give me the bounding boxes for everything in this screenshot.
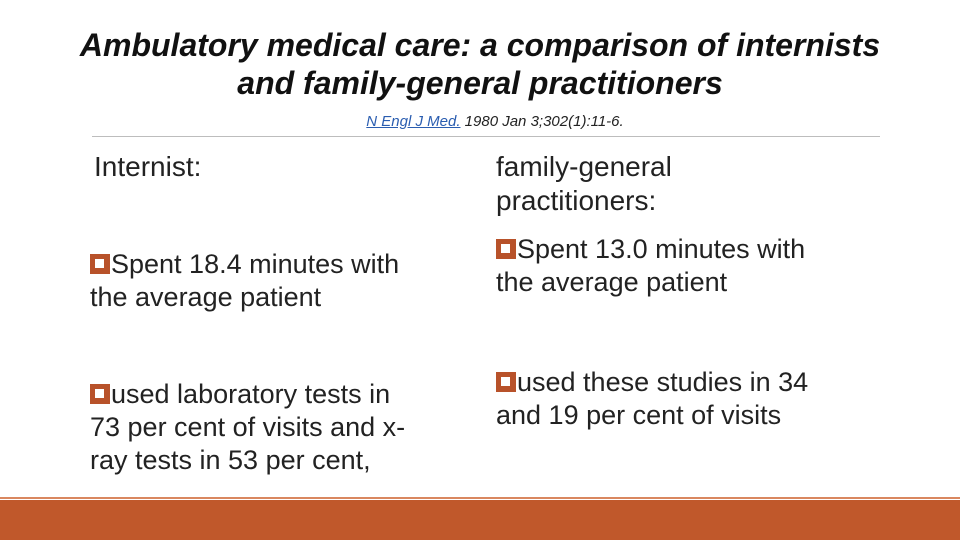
slide-title-line-1: Ambulatory medical care: a comparison of…: [79, 27, 881, 63]
citation-details: 1980 Jan 3;302(1):11-6.: [460, 113, 624, 130]
footer-accent-bar: [0, 500, 960, 540]
family-practitioners-bullet-2-line-2: and 19 per cent of visits: [496, 400, 782, 430]
internist-bullet-1-line-1: Spent 18.4 minutes with: [111, 249, 400, 279]
checkbox-square-icon: [496, 239, 516, 259]
internist-bullet-2-line-1: used laboratory tests in: [111, 379, 391, 409]
internist-bullet-1-line-2: the average patient: [90, 282, 322, 312]
internist-bullet-2: used laboratory tests in 73 per cent of …: [90, 378, 405, 477]
family-practitioners-heading: family-general practitioners:: [496, 150, 672, 218]
internist-heading: Internist:: [94, 151, 202, 182]
journal-link[interactable]: N Engl J Med.: [366, 113, 461, 130]
citation: N Engl J Med. 1980 Jan 3;302(1):11-6.: [0, 113, 960, 130]
slide-title-line-2: and family-general practitioners: [237, 65, 723, 101]
family-practitioners-heading-line-1: family-general: [496, 151, 672, 182]
footer-accent-line: [0, 497, 960, 499]
family-practitioners-bullet-1-line-1: Spent 13.0 minutes with: [517, 234, 806, 264]
checkbox-square-icon: [496, 372, 516, 392]
checkbox-square-icon: [90, 384, 110, 404]
internist-bullet-1: Spent 18.4 minutes with the average pati…: [90, 248, 399, 314]
family-practitioners-heading-line-2: practitioners:: [496, 185, 657, 216]
family-practitioners-bullet-1: Spent 13.0 minutes with the average pati…: [496, 233, 805, 299]
checkbox-square-icon: [90, 254, 110, 274]
family-practitioners-bullet-2: used these studies in 34 and 19 per cent…: [496, 366, 808, 432]
family-practitioners-bullet-2-line-1: used these studies in 34: [517, 367, 809, 397]
internist-bullet-2-line-2: 73 per cent of visits and x-: [90, 412, 406, 442]
divider-rule: [92, 136, 880, 137]
internist-bullet-2-line-3: ray tests in 53 per cent,: [90, 445, 371, 475]
family-practitioners-bullet-1-line-2: the average patient: [496, 267, 728, 297]
slide-title: Ambulatory medical care: a comparison of…: [0, 26, 960, 102]
